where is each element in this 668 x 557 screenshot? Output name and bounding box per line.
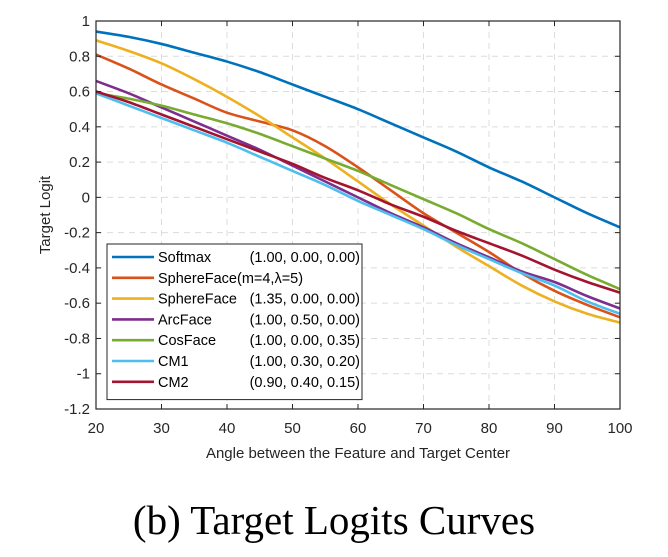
x-tick-label: 90: [546, 420, 563, 437]
legend-label: SphereFace: [158, 292, 237, 308]
legend-params: (1.00, 0.30, 0.20): [250, 354, 360, 370]
x-tick-label: 60: [350, 420, 367, 437]
legend-label: CM1: [158, 354, 189, 370]
y-axis-label: Target Logit: [37, 175, 54, 254]
series-line-cm1: [95, 92, 621, 315]
legend-params: (1.00, 0.50, 0.00): [250, 312, 360, 328]
y-tick-label: 0: [82, 189, 90, 206]
x-tick-label: 80: [481, 420, 498, 437]
series-line-sphereface: [95, 39, 621, 324]
legend-label: SphereFace(m=4,λ=5): [158, 271, 303, 287]
y-tick-label: -1: [77, 366, 90, 383]
legend-box: [106, 243, 363, 401]
series-line-sphereface-m-4-5-annealed: [95, 53, 621, 319]
figure-caption: (b) Target Logits Curves: [132, 497, 536, 543]
target-logits-chart: 20 30 40 50 60 70 80 90 100 -1.2 -1 -0.8 -0.6 -0.4 -0.…: [37, 13, 633, 462]
tick-labels: 20 30 40 50 60 70 80 90 100 -1.2 -1 -0.8 -0.6 -0.4 -0.…: [64, 13, 632, 437]
y-tick-label: -0.2: [64, 225, 90, 242]
y-tick-label: 0.6: [69, 84, 90, 101]
legend-label: CM2: [158, 375, 189, 391]
x-axis-label: Angle between the Feature and Target Cen…: [206, 445, 510, 462]
x-tick-label: 30: [153, 420, 170, 437]
legend-params: (0.90, 0.40, 0.15): [250, 375, 360, 391]
y-tick-label: 0.2: [69, 154, 90, 171]
y-tick-label: -0.6: [64, 295, 90, 312]
legend-label: ArcFace: [158, 312, 212, 328]
legend-item-softmax: Softmax (1.00, 0.00, 0.00): [112, 250, 360, 266]
legend-params: (1.35, 0.00, 0.00): [250, 292, 360, 308]
x-tick-label: 70: [415, 420, 432, 437]
series-layer: [95, 30, 621, 324]
legend-item-cm1: CM1 (1.00, 0.30, 0.20): [112, 354, 360, 370]
x-tick-label: 50: [284, 420, 301, 437]
legend: Softmax (1.00, 0.00, 0.00) SphereFace(m=4,…: [106, 243, 363, 401]
x-tick-label: 40: [219, 420, 236, 437]
legend-item-sphereface: SphereFace (1.35, 0.00, 0.00): [112, 292, 360, 308]
x-tick-label: 100: [607, 420, 632, 437]
legend-item-cm2: CM2 (0.90, 0.40, 0.15): [112, 375, 360, 391]
y-tick-label: 0.8: [69, 48, 90, 65]
series-line-arcface: [95, 79, 621, 310]
legend-item-cosface: CosFace (1.00, 0.00, 0.35): [112, 333, 360, 349]
y-tick-label: -0.4: [64, 260, 90, 277]
x-tick-label: 20: [88, 420, 105, 437]
y-tick-label: -0.8: [64, 330, 90, 347]
y-tick-label: 1: [82, 13, 90, 30]
legend-item-arcface: ArcFace (1.00, 0.50, 0.00): [112, 312, 360, 328]
axes-layer: [95, 20, 621, 410]
legend-params: (1.00, 0.00, 0.00): [250, 250, 360, 266]
series-line-softmax: [95, 30, 621, 229]
legend-params: (1.00, 0.00, 0.35): [250, 333, 360, 349]
legend-item-sphereface-m-4-5-annealed: SphereFace(m=4,λ=5): [112, 271, 303, 287]
legend-label: CosFace: [158, 333, 216, 349]
legend-label: Softmax: [158, 250, 212, 266]
y-tick-label: 0.4: [69, 119, 90, 136]
series-line-cm2: [95, 90, 621, 294]
y-tick-label: -1.2: [64, 401, 90, 418]
series-line-cosface: [95, 92, 621, 291]
